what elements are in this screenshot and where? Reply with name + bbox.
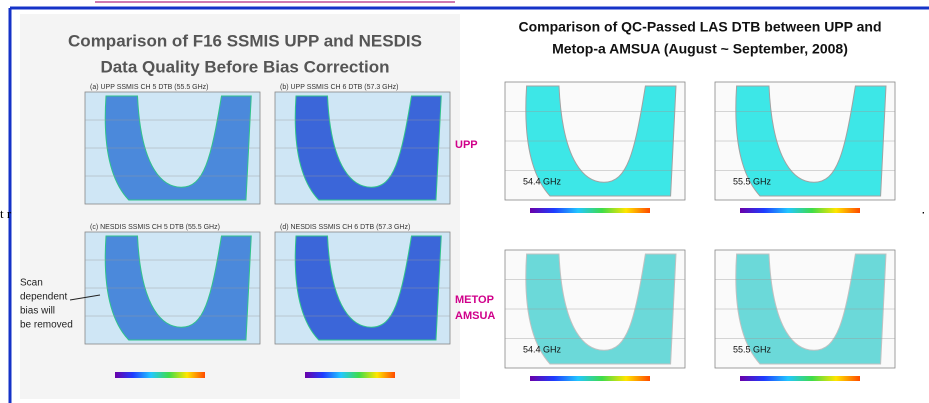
swath [104,235,252,341]
frequency-label: 55.5 GHz [733,344,772,354]
right-title: Metop-a AMSUA (August ~ September, 2008) [552,41,848,57]
panel-label: (d) NESDIS SSMIS CH 6 DTB (57.3 GHz) [280,224,410,231]
edge-text: · [921,204,926,220]
colorbar [740,208,860,213]
edge-text: t r [0,206,12,221]
swath [735,85,887,197]
row-label: UPP [455,139,478,151]
frequency-label: 55.5 GHz [733,176,772,186]
annotation-arrow [69,294,101,301]
colorbar [305,372,395,378]
panel-label: (a) UPP SSMIS CH 5 DTB (55.5 GHz) [90,84,209,91]
panel-label: (c) NESDIS SSMIS CH 5 DTB (55.5 GHz) [90,224,220,231]
right-title: Comparison of QC-Passed LAS DTB between … [518,19,881,35]
swath [525,85,677,197]
swath [294,95,442,201]
annotation: be removed [20,320,73,331]
colorbar [740,376,860,381]
row-label: METOP [455,294,494,306]
annotation: dependent [20,292,67,303]
swath [525,253,677,365]
annotation: Scan [20,278,43,289]
colorbar [530,208,650,213]
annotation: bias will [20,306,55,317]
swath [104,95,252,201]
frequency-label: 54.4 GHz [523,344,562,354]
frequency-label: 54.4 GHz [523,176,562,186]
colorbar [115,372,205,378]
colorbar [530,376,650,381]
panel-label: (b) UPP SSMIS CH 6 DTB (57.3 GHz) [280,84,399,91]
left-title: Data Quality Before Bias Correction [100,57,389,76]
left-title: Comparison of F16 SSMIS UPP and NESDIS [68,31,422,50]
swath [735,253,887,365]
row-label: AMSUA [455,310,495,322]
swath [294,235,442,341]
